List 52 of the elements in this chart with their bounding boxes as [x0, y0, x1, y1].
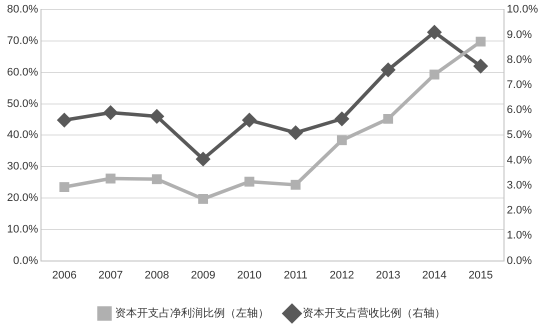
- point: [428, 25, 442, 39]
- y-tick-label: 70.0%: [6, 35, 38, 48]
- point: [196, 152, 210, 166]
- y2-tick-label: 5.0%: [506, 129, 532, 142]
- legend-label: 资本开支占净利润比例（左轴）: [115, 306, 269, 320]
- y2-tick-label: 6.0%: [506, 104, 532, 116]
- x-tick-label: 2013: [376, 269, 400, 282]
- point: [474, 59, 488, 73]
- point: [429, 70, 440, 80]
- y2-tick-label: 10.0%: [506, 4, 538, 16]
- point: [58, 113, 72, 127]
- y-tick-label: 50.0%: [6, 98, 38, 110]
- y2-tick-label: 7.0%: [506, 78, 532, 91]
- y2-tick-label: 4.0%: [506, 154, 532, 166]
- point: [198, 194, 208, 204]
- y-tick-label: 60.0%: [6, 66, 38, 78]
- x-tick-label: 2012: [330, 269, 354, 282]
- x-tick-label: 2006: [52, 269, 77, 282]
- y-tick-label: 0.0%: [13, 254, 38, 267]
- y2-tick-label: 2.0%: [506, 204, 532, 217]
- point: [150, 110, 164, 124]
- point: [290, 180, 301, 190]
- x-tick-label: 2008: [144, 269, 170, 282]
- point: [383, 114, 394, 124]
- point: [244, 176, 254, 187]
- y2-tick-label: 0.0%: [506, 254, 532, 267]
- x-tick-label: 2015: [468, 269, 493, 282]
- point: [476, 36, 486, 47]
- point: [381, 63, 395, 77]
- point: [59, 182, 70, 192]
- x-tick-label: 2014: [422, 269, 447, 282]
- point: [104, 106, 118, 120]
- x-tick-label: 2007: [98, 269, 123, 282]
- point: [335, 112, 349, 126]
- y-tick-label: 10.0%: [6, 223, 38, 236]
- legend-label: 资本开支占营收比例（右轴）: [302, 306, 446, 320]
- y2-tick-label: 9.0%: [506, 28, 532, 41]
- x-tick-label: 2009: [190, 269, 216, 282]
- y2-tick-label: 8.0%: [506, 54, 532, 66]
- y2-tick-label: 3.0%: [506, 179, 532, 192]
- x-tick-label: 2010: [237, 269, 262, 282]
- point: [106, 174, 116, 184]
- point: [288, 126, 302, 140]
- point: [242, 113, 256, 127]
- y-tick-label: 40.0%: [6, 129, 38, 142]
- x-tick-label: 2011: [284, 269, 308, 282]
- y-tick-label: 30.0%: [6, 160, 38, 173]
- y-tick-label: 80.0%: [6, 4, 38, 16]
- y2-tick-label: 1.0%: [506, 230, 532, 242]
- y-tick-label: 20.0%: [6, 192, 38, 204]
- point: [336, 135, 347, 146]
- point: [152, 174, 162, 184]
